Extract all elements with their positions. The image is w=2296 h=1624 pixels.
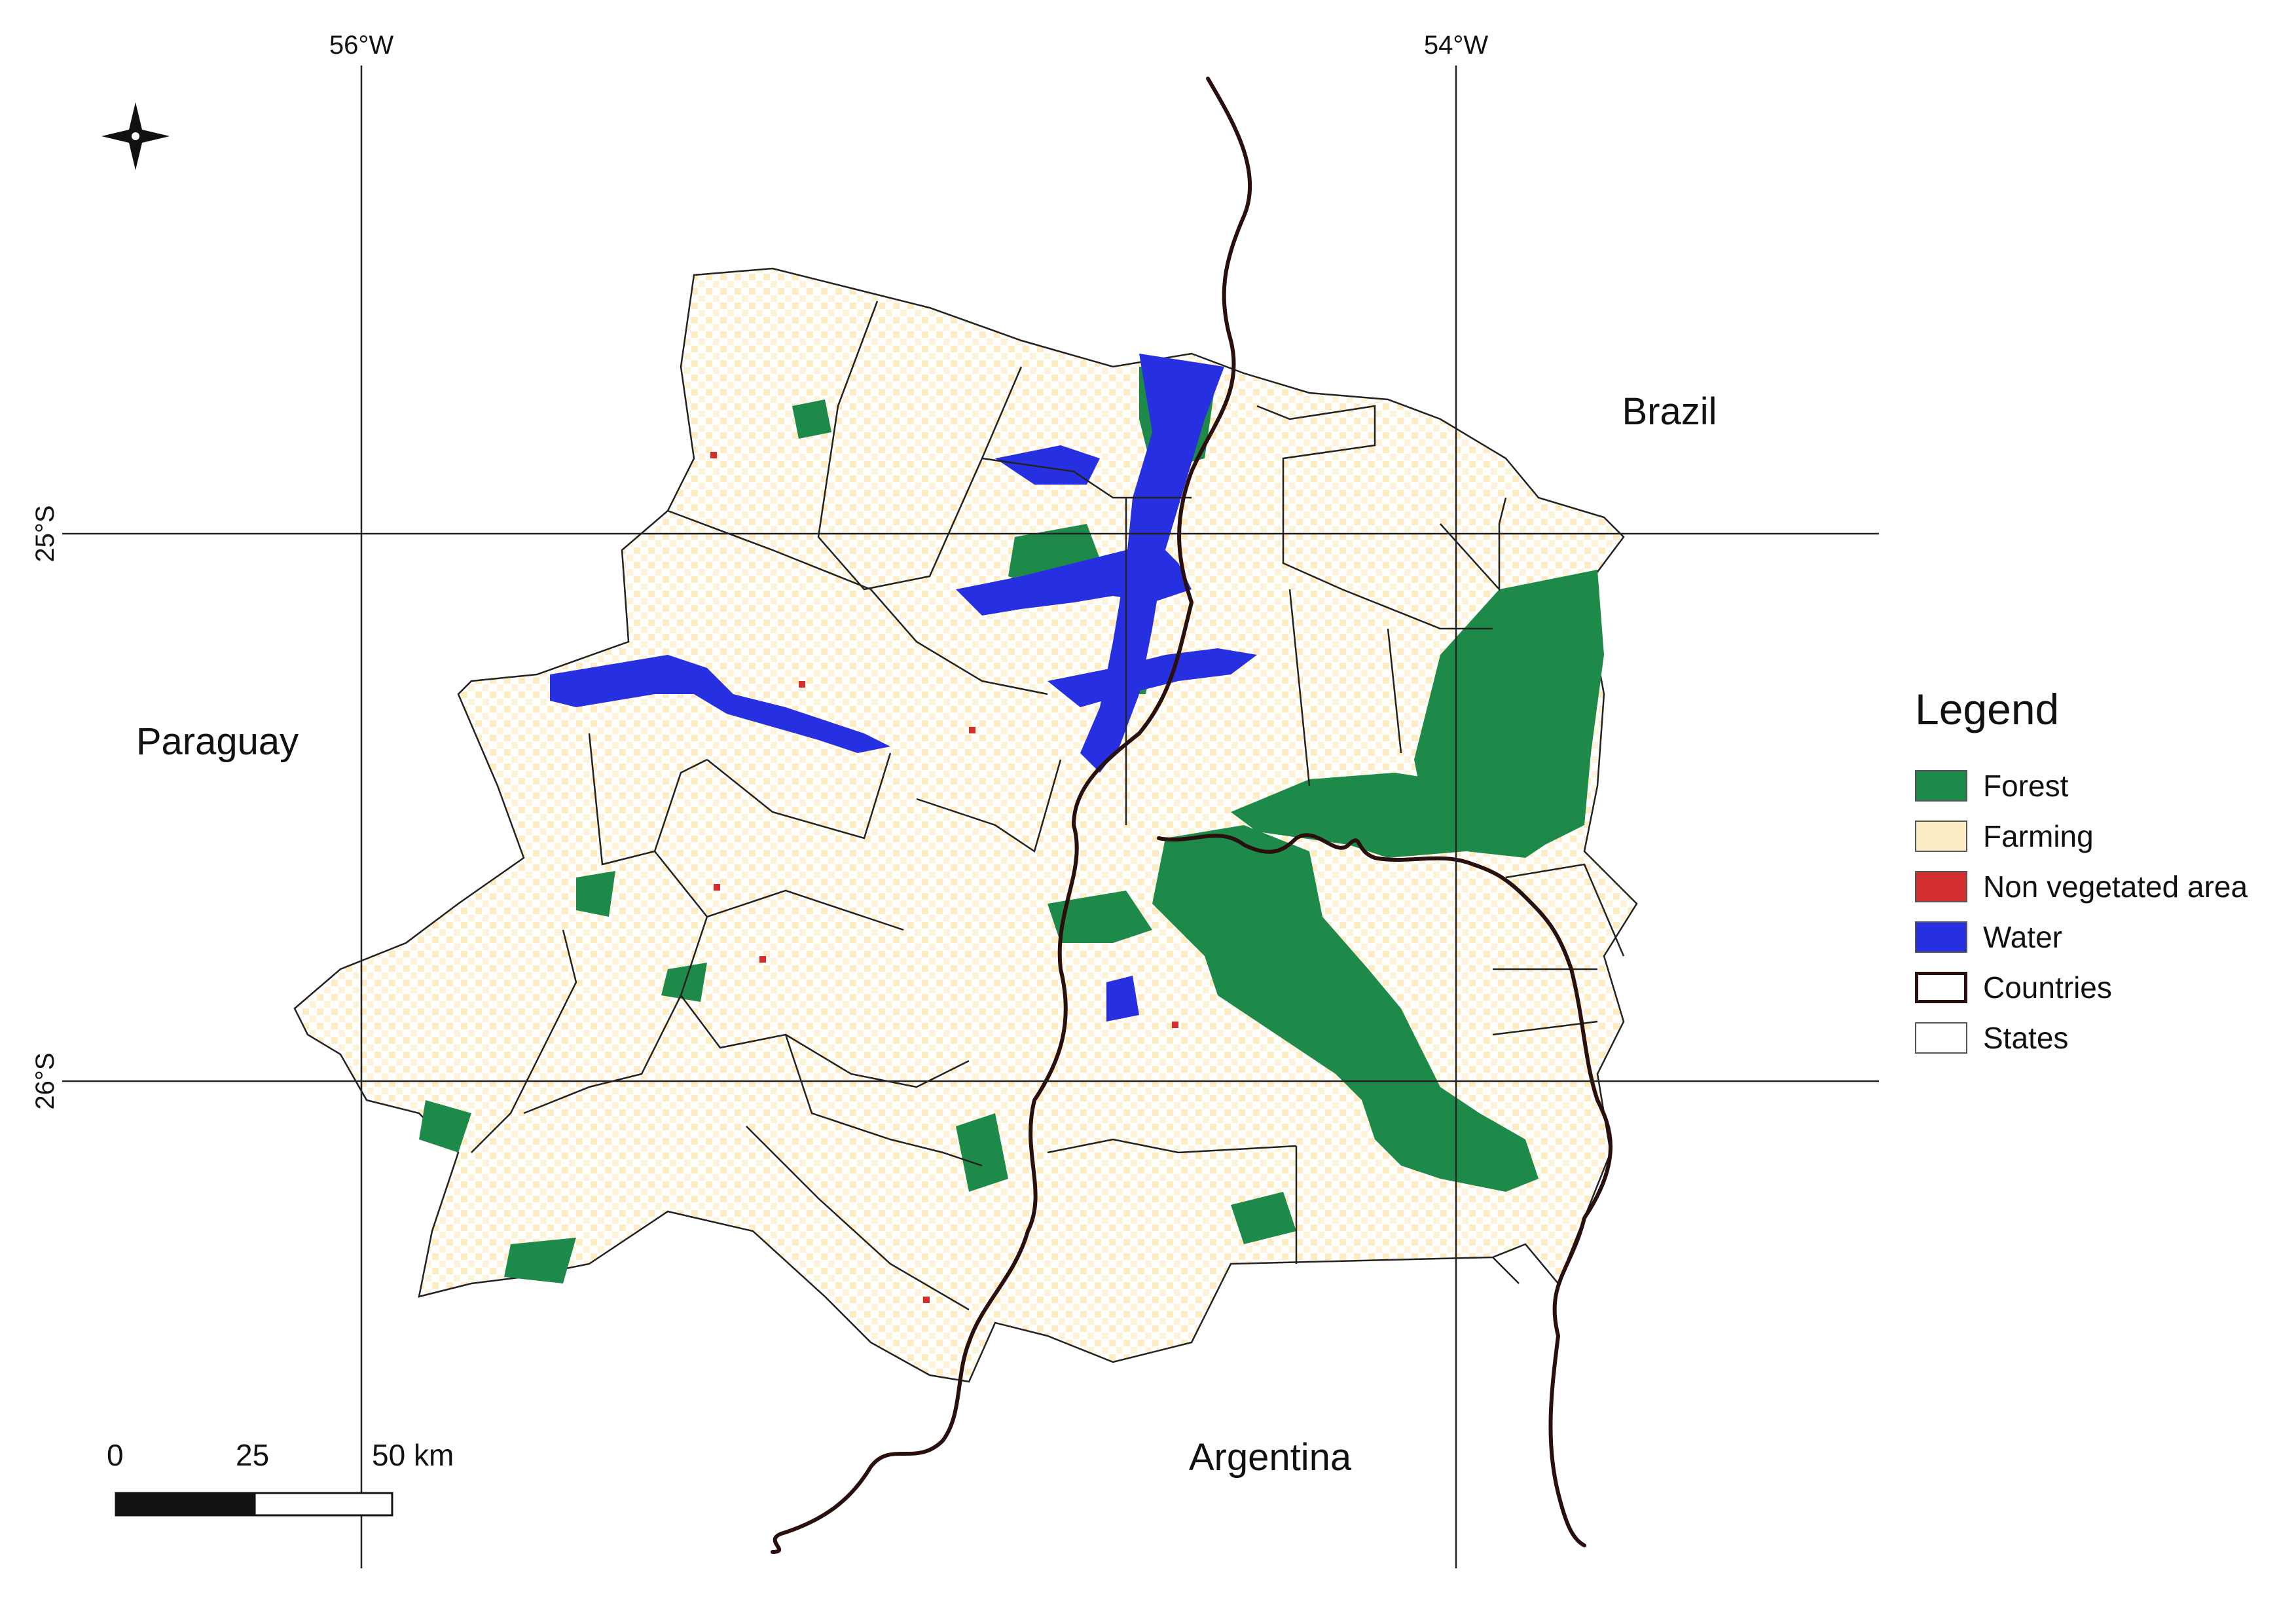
legend-item-water: Water bbox=[1915, 912, 2248, 962]
scale-label-50km: 50 km bbox=[372, 1438, 454, 1472]
non-vegetated-swatch bbox=[1915, 870, 1967, 902]
water-swatch bbox=[1915, 921, 1967, 953]
countries-swatch bbox=[1915, 971, 1967, 1003]
states-swatch bbox=[1915, 1022, 1967, 1054]
legend-label-countries: Countries bbox=[1983, 970, 2112, 1005]
country-label-brazil: Brazil bbox=[1622, 390, 1717, 433]
legend-label-forest: Forest bbox=[1983, 768, 2069, 803]
graticule bbox=[62, 65, 1879, 1568]
legend-item-forest: Forest bbox=[1915, 760, 2248, 811]
scale-label-25: 25 bbox=[236, 1438, 270, 1472]
legend-item-countries: Countries bbox=[1915, 962, 2248, 1012]
scale-bar bbox=[115, 1492, 393, 1517]
forest-swatch bbox=[1915, 769, 1967, 802]
legend-item-states: States bbox=[1915, 1012, 2248, 1063]
legend-label-states: States bbox=[1983, 1020, 2069, 1055]
country-boundaries bbox=[771, 77, 1613, 1554]
legend: Legend Forest Farming Non vegetated area… bbox=[1915, 684, 2248, 1063]
legend-label-farming: Farming bbox=[1983, 819, 2094, 853]
legend-label-non-vegetated: Non vegetated area bbox=[1983, 869, 2248, 904]
water-areas bbox=[550, 354, 1257, 1022]
legend-title: Legend bbox=[1915, 685, 2060, 733]
state-boundaries bbox=[471, 301, 1625, 1311]
country-label-paraguay: Paraguay bbox=[136, 720, 299, 763]
legend-item-farming: Farming bbox=[1915, 811, 2248, 861]
legend-item-non-vegetated: Non vegetated area bbox=[1915, 861, 2248, 912]
forest-areas bbox=[419, 367, 1604, 1283]
lat-label-26s: 26°S bbox=[31, 1052, 60, 1109]
legend-label-water: Water bbox=[1983, 919, 2062, 954]
country-label-argentina: Argentina bbox=[1189, 1436, 1352, 1479]
lat-label-25s: 25°S bbox=[31, 505, 60, 562]
scale-label-0: 0 bbox=[107, 1438, 124, 1472]
north-arrow-icon bbox=[101, 102, 170, 170]
lon-label-54w: 54°W bbox=[1424, 31, 1488, 60]
study-region bbox=[293, 267, 1638, 1383]
non-vegetated-areas bbox=[710, 452, 1178, 1303]
farming-swatch bbox=[1915, 820, 1967, 852]
lon-label-56w: 56°W bbox=[329, 31, 393, 60]
